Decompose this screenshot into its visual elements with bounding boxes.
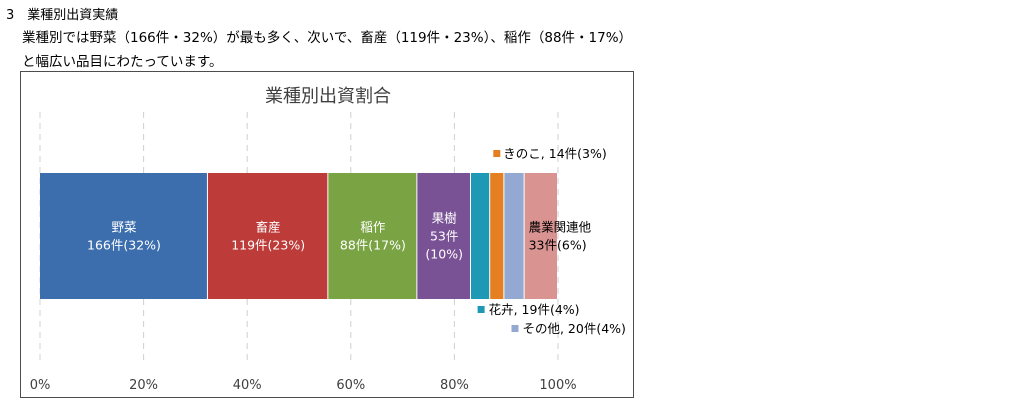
bar-segment: [490, 173, 504, 299]
chart-title: 業種別出資割合: [265, 86, 391, 107]
paragraph-line-2: と幅広い品目にわたっています。: [22, 54, 223, 70]
x-tick-label: 40%: [233, 378, 262, 393]
legend-marker: [493, 150, 501, 157]
data-label: 農業関連他: [529, 219, 592, 234]
section-heading: 3 業種別出資実績: [6, 8, 119, 23]
data-label: 166件(32%): [87, 237, 161, 252]
x-tick-label: 100%: [539, 378, 576, 393]
data-label: 花卉, 19件(4%): [489, 302, 580, 317]
bar-segment: [40, 173, 207, 299]
paragraph-line-1: 業種別では野菜（166件・32%）が最も多く、次いで、畜産（119件・23%）、…: [22, 30, 633, 46]
data-label: 119件(23%): [231, 237, 305, 252]
chart-frame: 業種別出資割合 0% 20% 40% 60% 80% 100% 野菜 166件(32%) 畜産 11…: [20, 71, 634, 398]
data-label: 稲作: [360, 219, 386, 234]
data-label: 果樹: [432, 210, 457, 225]
bar-segment: [417, 173, 470, 299]
data-label: 畜産: [256, 219, 281, 234]
x-tick-label: 80%: [440, 378, 469, 393]
data-label: 野菜: [111, 219, 137, 234]
data-label: 53件: [430, 228, 458, 243]
x-tick-label: 20%: [129, 378, 158, 393]
bar-segment: [470, 173, 490, 299]
data-label: 33件(6%): [529, 237, 587, 252]
data-label: (10%): [425, 246, 463, 261]
x-tick-label: 60%: [336, 378, 365, 393]
bar-segment: [328, 173, 417, 299]
data-label: きのこ, 14件(3%): [503, 146, 606, 161]
x-tick-label: 0%: [30, 378, 51, 393]
data-label: その他, 20件(4%): [522, 321, 625, 336]
bar-segment: [504, 173, 524, 299]
bar-segment: [524, 173, 557, 299]
data-label: 88件(17%): [340, 237, 406, 252]
legend-marker: [511, 325, 519, 332]
legend-marker: [477, 306, 485, 313]
stacked-bar-chart: 業種別出資割合 0% 20% 40% 60% 80% 100% 野菜 166件(32%) 畜産 11…: [30, 86, 626, 393]
bar-segment: [207, 173, 328, 299]
